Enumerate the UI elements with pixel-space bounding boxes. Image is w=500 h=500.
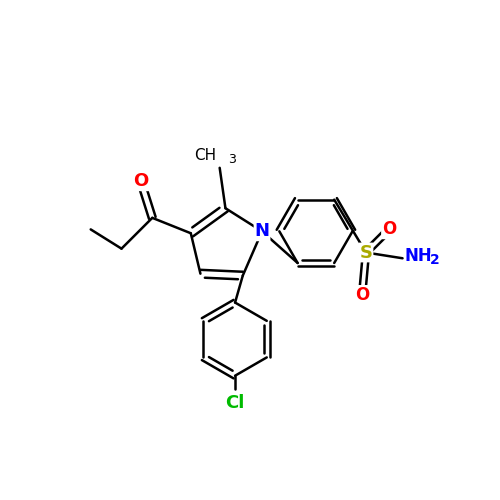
Text: 2: 2 [430,253,440,267]
Text: CH: CH [194,148,216,163]
Text: N: N [254,222,270,240]
Text: O: O [133,172,148,190]
Text: 3: 3 [228,153,236,166]
Text: O: O [355,286,369,304]
Text: Cl: Cl [226,394,245,412]
Text: S: S [360,244,372,262]
Text: O: O [382,220,396,238]
Text: NH: NH [404,248,432,266]
